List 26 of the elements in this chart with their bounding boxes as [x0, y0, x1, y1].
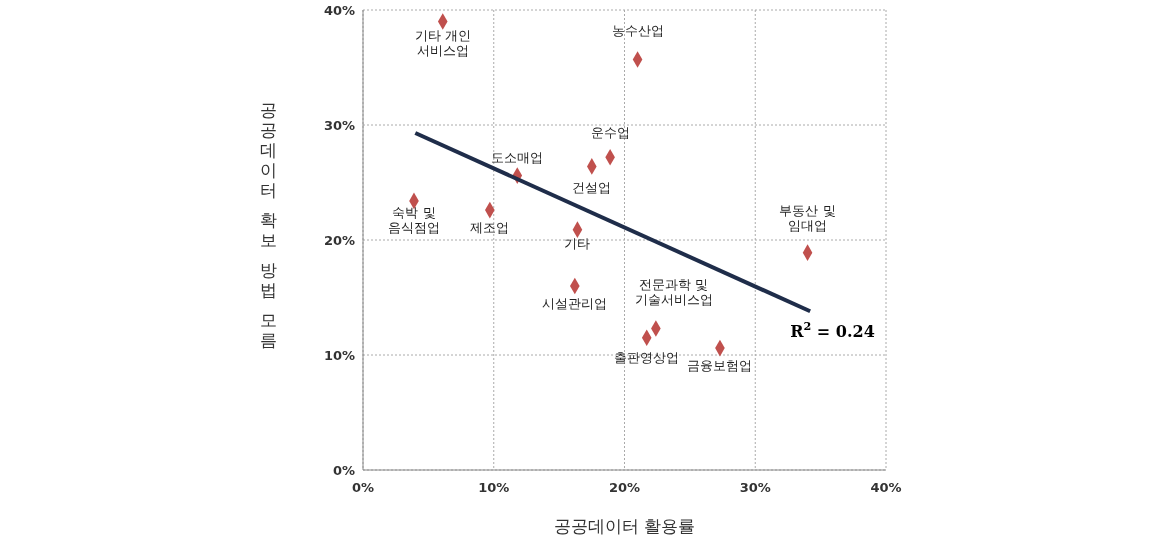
annotation: 전문과학 및 기술서비스업: [634, 277, 713, 308]
annotation: 시설관리업: [542, 296, 608, 311]
annotation: 금융보험업: [687, 358, 753, 374]
y-tick-label: 40%: [323, 3, 355, 18]
annotation: 출판영상업: [614, 349, 680, 365]
x-tick-label: 10%: [478, 480, 510, 495]
annotation: 건설업: [572, 180, 612, 196]
annotation: 운수업: [590, 125, 630, 141]
annotation: 기타: [564, 235, 591, 251]
x-tick-label: 20%: [608, 480, 641, 495]
y-tick-label: 10%: [323, 348, 355, 363]
x-tick-label: 0%: [351, 480, 375, 495]
annotation: 제조업: [470, 220, 510, 236]
y-tick-label: 20%: [323, 233, 355, 248]
x-tick-label: 30%: [739, 480, 771, 495]
annotation: 도소매업: [491, 149, 544, 165]
text: 공공데이터 확보 방법 모름: [259, 100, 277, 350]
x-axis-title: 공공데이터 활용률: [553, 516, 696, 536]
annotation: R$^{2}$ = 0.24: [790, 319, 875, 341]
annotation: 숙박 및 음식점업: [387, 205, 440, 236]
annotation: 기타 개인 서비스업: [414, 28, 471, 58]
y-tick-label: 30%: [323, 118, 355, 133]
y-tick-label: 0%: [332, 463, 355, 478]
annotation: 농수산업: [611, 23, 664, 39]
annotation: 부동산 및 임대업: [779, 203, 836, 234]
x-tick-label: 40%: [870, 480, 902, 495]
